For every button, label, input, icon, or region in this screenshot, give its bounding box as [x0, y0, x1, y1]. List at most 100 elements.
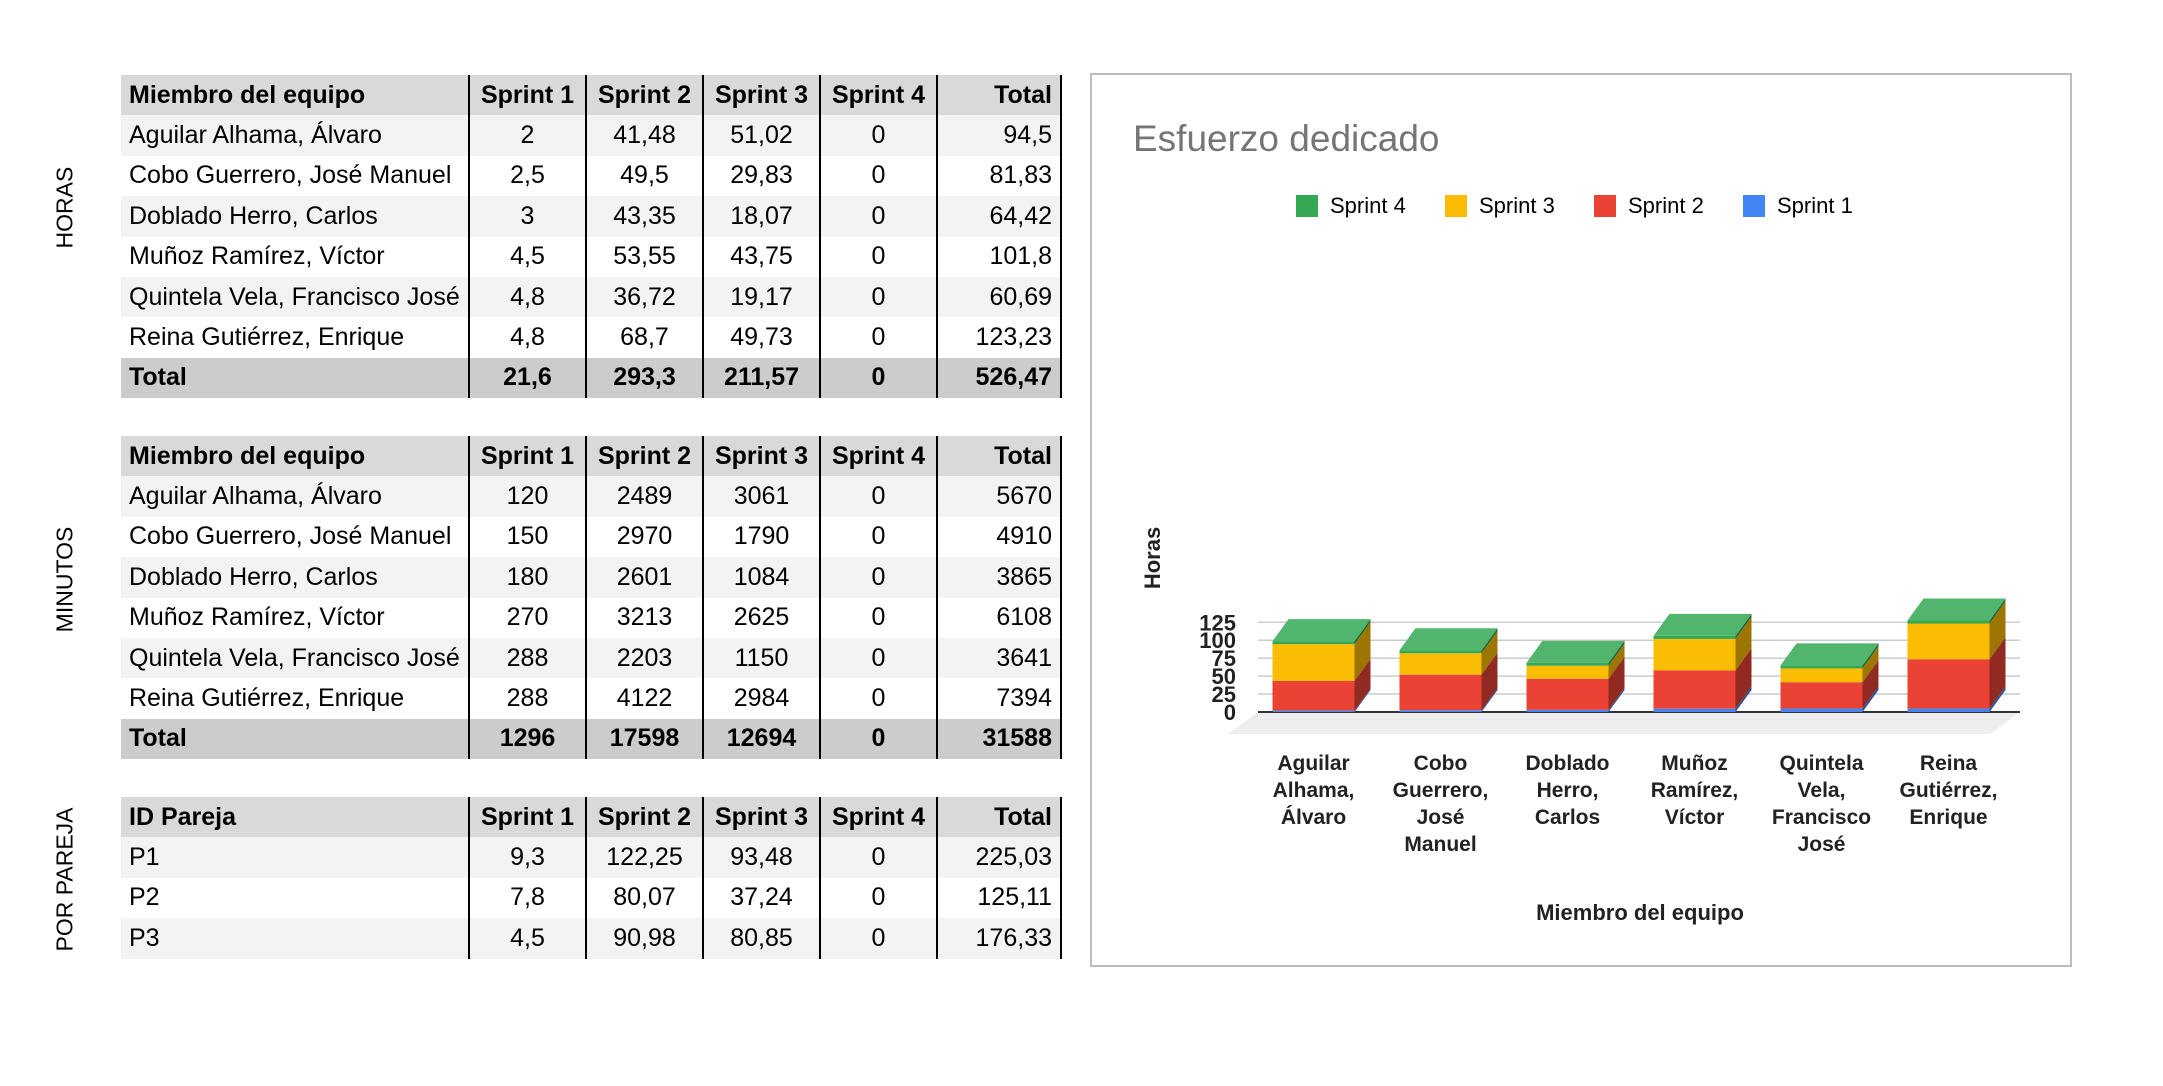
x-tick-label: Cobo	[1414, 752, 1468, 775]
column-header: Sprint 1	[468, 75, 586, 116]
table-cell: 80,85	[702, 918, 820, 959]
column-header: Sprint 3	[702, 75, 820, 116]
table-cell: Aguilar Alhama, Álvaro	[121, 476, 469, 517]
x-tick-label: Víctor	[1665, 806, 1725, 829]
column-header: Total	[936, 797, 1062, 838]
total-cell: 21,6	[468, 357, 586, 399]
x-tick-label: Ramírez,	[1651, 779, 1739, 802]
y-tick-label: 100	[1199, 628, 1236, 653]
bar-segment	[1653, 638, 1736, 671]
table-cell: 81,83	[936, 155, 1062, 197]
column-header: Total	[936, 75, 1062, 116]
table-cell: 150	[468, 516, 586, 558]
table-cell: Reina Gutiérrez, Enrique	[121, 678, 469, 719]
table-row: Reina Gutiérrez, Enrique 4,8 68,7 49,73 0 123…	[121, 317, 1062, 358]
bar-segment	[1272, 680, 1355, 711]
chart-title: Esfuerzo dedicado	[1133, 118, 1440, 159]
table-cell: 3061	[702, 476, 820, 517]
column-header: Sprint 4	[819, 797, 937, 838]
table-cell: 90,98	[585, 918, 703, 959]
column-header: Sprint 2	[585, 797, 703, 838]
total-cell: 293,3	[585, 357, 703, 399]
legend-swatch	[1445, 195, 1467, 217]
bar-segment	[1653, 708, 1736, 712]
x-tick-label: Carlos	[1535, 806, 1600, 829]
y-tick-label: 0	[1224, 700, 1236, 725]
bar-segment	[1653, 635, 1736, 639]
bar-segment-side	[1862, 686, 1879, 712]
table-cell: Aguilar Alhama, Álvaro	[121, 115, 469, 156]
bar-segment-side	[1862, 646, 1879, 683]
table-cell: 51,02	[702, 115, 820, 156]
bar-segment-side	[1354, 622, 1371, 681]
bar-segment	[1526, 665, 1609, 679]
total-cell: 0	[819, 718, 937, 760]
table-cell: 176,33	[936, 918, 1062, 959]
table-cell: 0	[819, 557, 937, 598]
legend-swatch	[1743, 195, 1765, 217]
total-row: Total 1296 17598 12694 0 31588	[121, 718, 1062, 760]
x-tick-label: Francisco	[1772, 806, 1871, 829]
bar-segment	[1780, 682, 1863, 709]
table-cell: 4122	[585, 678, 703, 719]
bar-segment-side	[1989, 601, 2006, 660]
table-row: Doblado Herro, Carlos 3 43,35 18,07 0 64,42	[121, 196, 1062, 237]
table-cell: 225,03	[936, 837, 1062, 878]
table-cell: 0	[819, 678, 937, 719]
bar-segment	[1907, 620, 1990, 624]
table-cell: 49,5	[585, 155, 703, 197]
bar-segment	[1653, 670, 1736, 709]
column-header: Sprint 4	[819, 75, 937, 116]
table-row: Cobo Guerrero, José Manuel 150 2970 1790 0 49…	[121, 516, 1062, 558]
table-row: Muñoz Ramírez, Víctor 4,5 53,55 43,75 0 101,8	[121, 236, 1062, 277]
table-row: Muñoz Ramírez, Víctor 270 3213 2625 0 6108	[121, 597, 1062, 638]
table-cell: 101,8	[936, 236, 1062, 277]
bar-segment	[1907, 623, 1990, 660]
y-tick-label: 25	[1212, 682, 1236, 707]
table-cell: 3	[468, 196, 586, 237]
table-cell: 120	[468, 476, 586, 517]
y-tick-label: 125	[1199, 610, 1236, 635]
x-tick-label: José	[1798, 833, 1846, 856]
bar-segment-side	[1481, 631, 1498, 675]
bar-segment-side	[1862, 643, 1879, 669]
y-tick-label: 75	[1212, 646, 1236, 671]
table-cell: 125,11	[936, 877, 1062, 919]
x-tick-label: Enrique	[1909, 806, 1987, 829]
x-tick-label: Guerrero,	[1393, 779, 1489, 802]
y-axis-label: Horas	[1140, 527, 1165, 589]
table-cell: 270	[468, 597, 586, 638]
total-cell: 1296	[468, 718, 586, 760]
table-cell: Quintela Vela, Francisco José	[121, 637, 469, 679]
table-cell: 0	[819, 276, 937, 318]
column-header: Sprint 3	[702, 797, 820, 838]
bar-segment	[1399, 674, 1482, 711]
bar-segment	[1780, 708, 1863, 712]
table-cell: 53,55	[585, 236, 703, 277]
bar-segment-side	[1481, 628, 1498, 654]
total-cell: 31588	[936, 718, 1062, 760]
bar-segment	[1272, 710, 1355, 712]
bar-segment	[1399, 710, 1482, 712]
table-cell: 3213	[585, 597, 703, 638]
table-cell: 180	[468, 557, 586, 598]
table-cell: 2489	[585, 476, 703, 517]
legend-label: Sprint 2	[1628, 193, 1704, 218]
table-cell: 0	[819, 476, 937, 517]
bar-segment-side	[1354, 619, 1371, 645]
table-row: P1 9,3 122,25 93,48 0 225,03	[121, 837, 1062, 878]
table-cell: 7394	[936, 678, 1062, 719]
bar-segment-side	[1735, 616, 1752, 671]
table-cell: 288	[468, 637, 586, 679]
table-cell: 4910	[936, 516, 1062, 558]
minutes-table: Miembro del equipo Sprint 1 Sprint 2 Sprint…	[121, 436, 1062, 760]
chart-floor	[1228, 712, 2020, 734]
table-cell: Cobo Guerrero, José Manuel	[121, 155, 469, 197]
bar-top	[1272, 619, 1371, 642]
bar-segment	[1399, 653, 1482, 675]
table-cell: 80,07	[585, 877, 703, 919]
legend-swatch	[1296, 195, 1318, 217]
table-cell: 19,17	[702, 276, 820, 318]
table-cell: 0	[819, 637, 937, 679]
